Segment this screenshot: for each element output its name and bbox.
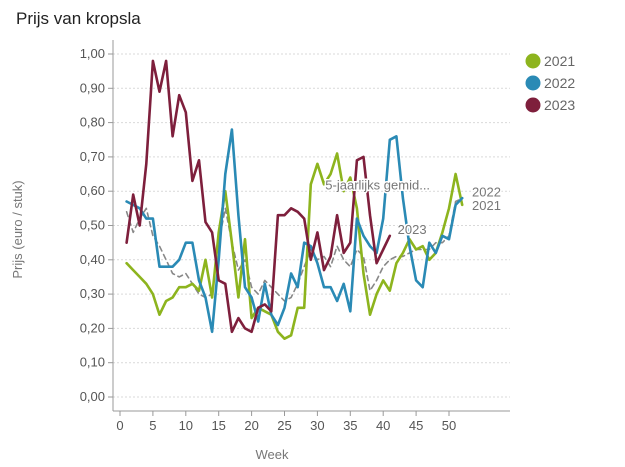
- y-tick-label: 0,60: [80, 183, 105, 198]
- x-tick-label: 20: [244, 418, 258, 433]
- series-line-2023: [125, 59, 392, 334]
- y-tick-label: 0,20: [80, 320, 105, 335]
- x-tick-label: 35: [343, 418, 357, 433]
- chart-title: Prijs van kropsla: [16, 9, 141, 28]
- y-tick-label: 0,80: [80, 115, 105, 130]
- series-end-label: 2023: [398, 222, 427, 237]
- y-tick-label: 1,00: [80, 46, 105, 61]
- legend-marker: [525, 53, 541, 69]
- series: [125, 59, 464, 341]
- legend: 2021 2022 2023: [525, 53, 575, 113]
- y-tick-label: 0,30: [80, 286, 105, 301]
- y-axis-ticks: 0,00 0,10 0,20 0,30 0,40 0,50 0,60 0,70 0,80 0,90…: [80, 46, 113, 404]
- x-axis-ticks: 0 5 10 15 20 25 30 35 40 45 50: [116, 411, 456, 433]
- y-tick-label: 0,40: [80, 252, 105, 267]
- x-tick-label: 40: [376, 418, 390, 433]
- legend-item: 2021: [525, 53, 575, 69]
- series-line-5-jaarlijks-gemiddelde: [125, 197, 464, 302]
- x-tick-label: 5: [149, 418, 156, 433]
- y-tick-label: 0,00: [80, 389, 105, 404]
- legend-item: 2023: [525, 97, 575, 113]
- y-tick-label: 0,70: [80, 149, 105, 164]
- series-line-2022: [125, 128, 464, 334]
- x-axis-title: Week: [256, 447, 289, 462]
- y-axis-title: Prijs (euro / stuk): [10, 180, 25, 278]
- series-line-2021: [125, 152, 464, 341]
- x-tick-label: 50: [442, 418, 456, 433]
- y-tick-label: 0,90: [80, 80, 105, 95]
- series-end-label: 5-jaarlijks gemid...: [325, 177, 430, 192]
- legend-marker: [525, 75, 541, 91]
- legend-label: 2021: [544, 53, 575, 69]
- legend-label: 2023: [544, 97, 575, 113]
- x-tick-label: 15: [211, 418, 225, 433]
- series-end-label: 2021: [472, 198, 501, 213]
- x-tick-label: 45: [409, 418, 423, 433]
- y-tick-label: 0,10: [80, 355, 105, 370]
- legend-marker: [525, 97, 541, 113]
- x-tick-label: 25: [277, 418, 291, 433]
- series-end-label: 2022: [472, 184, 501, 199]
- x-tick-label: 30: [310, 418, 324, 433]
- y-tick-label: 0,50: [80, 218, 105, 233]
- x-tick-label: 10: [179, 418, 193, 433]
- x-tick-label: 0: [116, 418, 123, 433]
- legend-item: 2022: [525, 75, 575, 91]
- legend-label: 2022: [544, 75, 575, 91]
